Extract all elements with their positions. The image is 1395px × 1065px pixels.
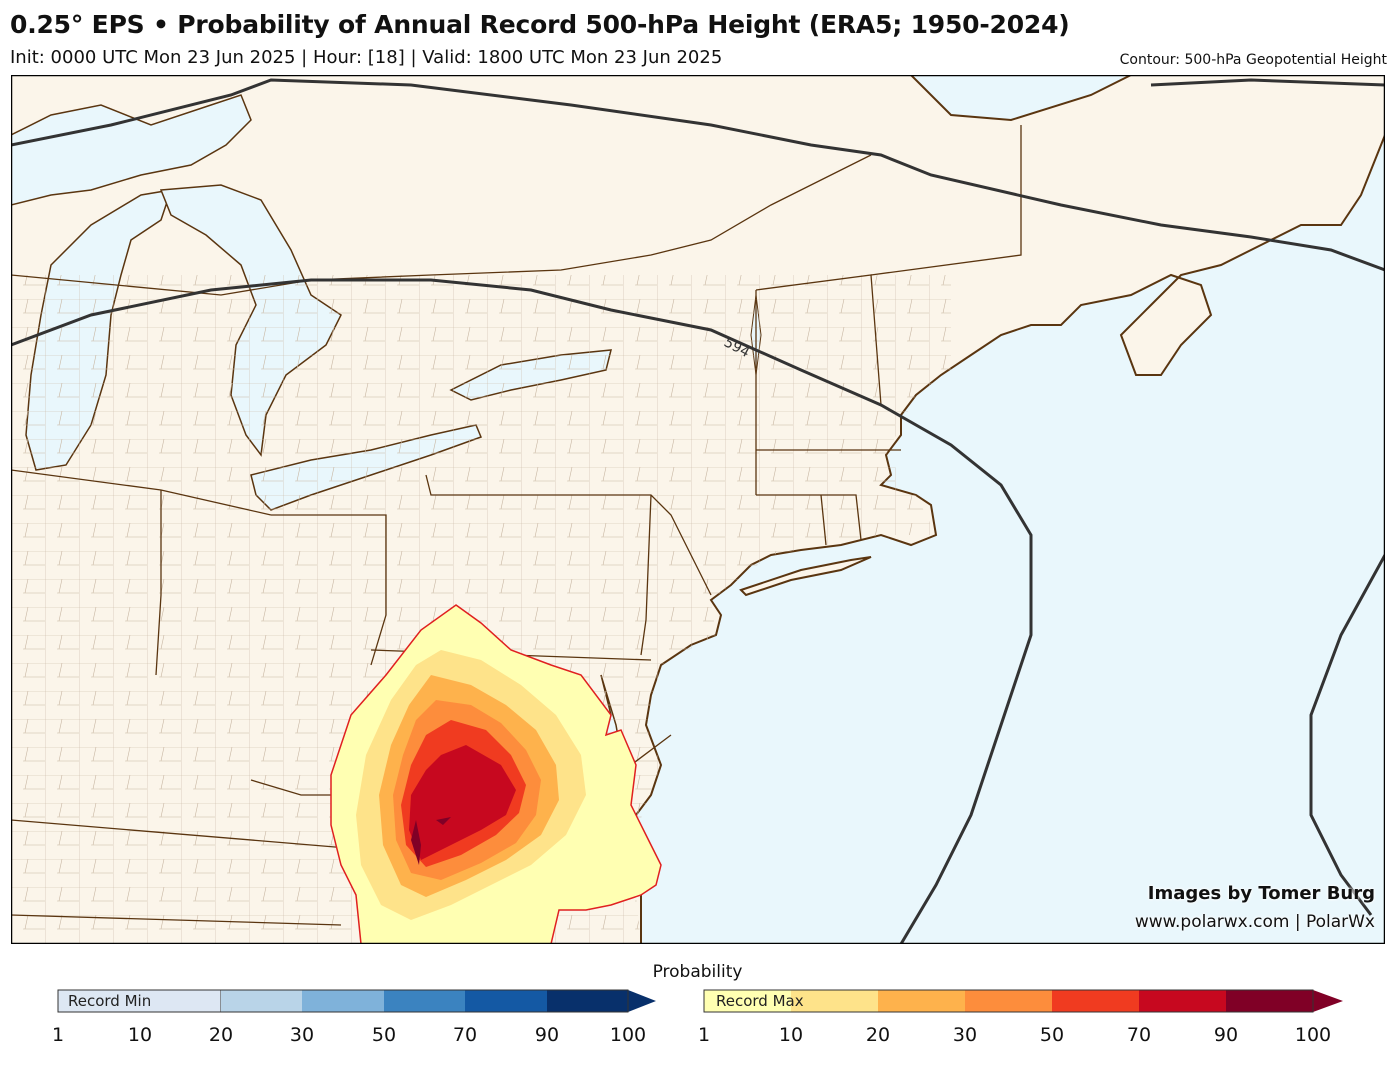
min-swatch-90-100 (547, 990, 628, 1012)
chart-title: 0.25° EPS • Probability of Annual Record… (10, 10, 1070, 39)
min-swatch-70-90 (465, 990, 547, 1012)
min-tick: 1 (52, 1024, 64, 1046)
max-bar-label: Record Max (716, 992, 804, 1010)
max-tick: 70 (1127, 1024, 1151, 1046)
min-tick: 70 (453, 1024, 477, 1046)
min-swatch-20-30 (221, 990, 302, 1012)
max-swatch-50-70 (1052, 990, 1139, 1012)
credit-author: Images by Tomer Burg (1147, 883, 1375, 904)
max-swatch-30-50 (965, 990, 1052, 1012)
max-extend-arrow (1313, 990, 1343, 1012)
contour-note: Contour: 500-hPa Geopotential Height (1119, 52, 1387, 68)
max-swatch-20-30 (878, 990, 965, 1012)
min-bar-label: Record Min (68, 992, 151, 1010)
long-island (739, 556, 872, 597)
prob-90-100 (411, 817, 451, 865)
max-tick: 50 (1040, 1024, 1064, 1046)
max-swatch-10-20 (791, 990, 878, 1012)
max-tick: 1 (698, 1024, 710, 1046)
max-tick-labels: 1 10 20 30 50 70 90 100 (698, 1024, 1331, 1046)
max-tick: 30 (953, 1024, 977, 1046)
max-tick: 10 (779, 1024, 803, 1046)
min-tick-labels: 1 10 20 30 50 70 90 100 (52, 1024, 646, 1046)
legend-title: Probability (652, 962, 743, 982)
colorbars: Record Min 1 10 20 30 50 70 90 100 Recor… (52, 989, 1343, 1046)
min-tick: 50 (372, 1024, 396, 1046)
min-swatch-50-70 (384, 990, 465, 1012)
min-tick: 100 (610, 1024, 646, 1046)
min-extend-arrow (628, 990, 656, 1012)
map-frame (11, 75, 1385, 944)
max-swatch-90-100 (1226, 990, 1313, 1012)
min-tick: 20 (209, 1024, 233, 1046)
colorbar-record-min: Record Min (57, 989, 656, 1013)
colorbar-record-max: Record Max (703, 989, 1343, 1013)
map-panel: 594 (11, 75, 1385, 944)
height-contours (11, 78, 1385, 944)
chart-subtitle: Init: 0000 UTC Mon 23 Jun 2025 | Hour: [… (10, 47, 723, 68)
probability-shading (330, 604, 662, 944)
max-tick: 90 (1214, 1024, 1238, 1046)
max-tick: 100 (1295, 1024, 1331, 1046)
max-swatch-70-90 (1139, 990, 1226, 1012)
min-swatch-30-50 (302, 990, 384, 1012)
min-tick: 10 (128, 1024, 152, 1046)
prob-70-90 (409, 745, 516, 860)
min-tick: 30 (290, 1024, 314, 1046)
credit-website: www.polarwx.com | PolarWx (1134, 912, 1375, 932)
lake-superior (11, 94, 252, 206)
max-tick: 20 (866, 1024, 890, 1046)
min-tick: 90 (535, 1024, 559, 1046)
